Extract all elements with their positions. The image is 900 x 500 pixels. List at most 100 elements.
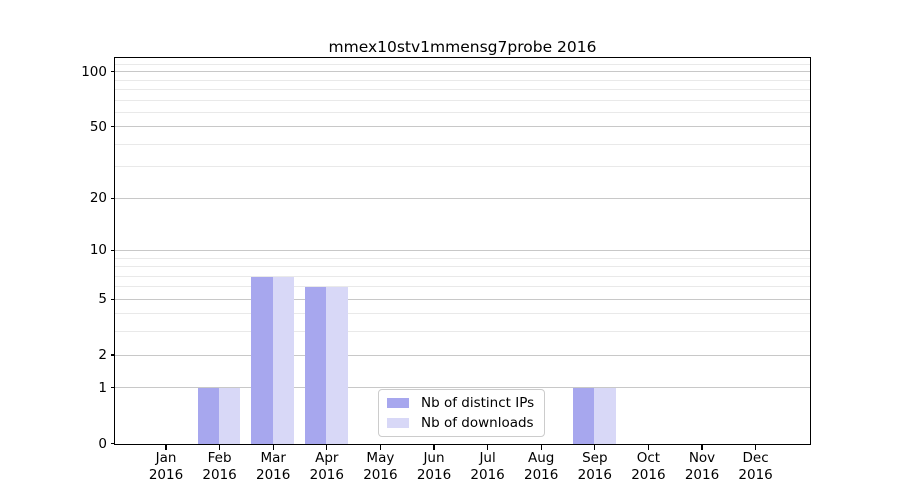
x-tick-month: Mar xyxy=(260,450,286,466)
y-tick-label: 1 xyxy=(98,379,107,396)
legend-label: Nb of distinct IPs xyxy=(421,395,535,411)
bar-nb-of-distinct-ips-apr xyxy=(304,287,327,444)
y-tick-mark xyxy=(110,126,115,128)
bar-nb-of-downloads-feb xyxy=(219,388,241,444)
x-tick-mark xyxy=(379,445,382,450)
x-tick-year: 2016 xyxy=(148,467,184,483)
x-tick-label: Feb 2016 xyxy=(188,450,252,484)
x-tick-year: 2016 xyxy=(631,467,666,483)
x-tick-month: Oct xyxy=(636,450,661,466)
major-gridline xyxy=(115,126,810,128)
minor-gridline xyxy=(115,331,810,333)
y-tick-mark xyxy=(110,387,115,389)
major-gridline xyxy=(115,387,810,389)
x-tick-mark xyxy=(272,445,274,450)
legend-label: Nb of downloads xyxy=(421,415,534,431)
x-tick-label: Jul 2016 xyxy=(456,450,520,484)
x-tick-year: 2016 xyxy=(738,467,773,483)
minor-gridline xyxy=(115,63,810,65)
y-tick-mark xyxy=(110,298,115,300)
x-tick-mark xyxy=(647,445,650,450)
x-tick-year: 2016 xyxy=(577,467,612,483)
minor-gridline xyxy=(115,266,810,267)
y-tick-label: 10 xyxy=(89,242,107,259)
legend-row: Nb of distinct IPs xyxy=(387,395,536,412)
minor-gridline xyxy=(115,111,810,113)
x-tick-month: Feb xyxy=(207,450,232,466)
bar-nb-of-downloads-sep xyxy=(594,388,616,444)
bar-nb-of-distinct-ips-mar xyxy=(251,276,273,444)
x-tick-year: 2016 xyxy=(256,467,291,483)
x-tick-month: Jun xyxy=(423,450,445,466)
bar-nb-of-downloads-mar xyxy=(272,276,295,444)
y-tick-mark xyxy=(110,71,115,73)
x-tick-month: Jan xyxy=(155,450,177,466)
minor-gridline xyxy=(115,89,810,90)
y-tick-label: 100 xyxy=(81,63,107,80)
y-tick-label: 5 xyxy=(98,291,107,308)
major-gridline xyxy=(115,354,810,356)
x-tick-mark xyxy=(486,445,489,450)
x-tick-label: May 2016 xyxy=(348,450,412,484)
x-tick-month: Apr xyxy=(315,450,339,466)
legend-row: Nb of downloads xyxy=(387,415,536,432)
legend-swatch xyxy=(387,398,409,408)
x-tick-year: 2016 xyxy=(684,467,720,483)
x-tick-mark xyxy=(754,445,757,450)
x-tick-mark xyxy=(218,445,221,450)
minor-gridline xyxy=(115,143,810,145)
minor-gridline xyxy=(115,79,810,81)
x-tick-month: Sep xyxy=(582,450,608,466)
legend: Nb of distinct IPs Nb of downloads xyxy=(378,389,545,437)
y-tick-mark xyxy=(110,249,115,251)
x-tick-mark xyxy=(540,445,542,450)
legend-swatch xyxy=(387,418,409,428)
x-tick-year: 2016 xyxy=(524,467,559,483)
x-tick-label: Apr 2016 xyxy=(295,450,359,484)
x-tick-mark xyxy=(165,445,167,450)
x-tick-label: Oct 2016 xyxy=(616,450,680,484)
x-tick-label: Mar 2016 xyxy=(241,450,305,484)
minor-gridline xyxy=(115,99,810,101)
x-tick-label: Jan 2016 xyxy=(134,450,198,484)
minor-gridline xyxy=(115,166,810,168)
x-tick-label: Dec 2016 xyxy=(724,450,788,484)
y-tick-mark xyxy=(110,442,115,445)
x-tick-year: 2016 xyxy=(470,467,505,483)
major-gridline xyxy=(115,298,810,300)
y-tick-label: 50 xyxy=(89,118,107,135)
minor-gridline xyxy=(115,257,810,259)
x-tick-month: Dec xyxy=(742,450,769,466)
major-gridline xyxy=(115,71,810,73)
minor-gridline xyxy=(115,286,810,288)
y-tick-mark xyxy=(110,354,115,356)
x-tick-mark xyxy=(701,445,703,450)
x-tick-month: May xyxy=(366,450,395,466)
x-tick-label: Aug 2016 xyxy=(509,450,573,484)
plot-area xyxy=(114,57,811,445)
x-tick-year: 2016 xyxy=(202,467,237,483)
x-tick-year: 2016 xyxy=(363,467,398,483)
bar-nb-of-distinct-ips-sep xyxy=(572,388,595,444)
x-tick-mark xyxy=(594,445,596,450)
chart-title: mmex10stv1mmensg7probe 2016 xyxy=(328,38,597,56)
y-tick-mark xyxy=(110,197,115,199)
y-tick-label: 20 xyxy=(89,190,107,207)
minor-gridline xyxy=(115,313,810,315)
x-tick-label: Sep 2016 xyxy=(563,450,627,484)
major-gridline xyxy=(115,249,810,251)
x-tick-month: Aug xyxy=(528,450,555,466)
bar-nb-of-downloads-apr xyxy=(326,287,348,444)
x-tick-month: Jul xyxy=(479,450,496,466)
x-tick-label: Nov 2016 xyxy=(670,450,734,484)
x-tick-mark xyxy=(433,445,435,450)
major-gridline xyxy=(115,197,810,199)
minor-gridline xyxy=(115,275,810,277)
bar-nb-of-distinct-ips-feb xyxy=(197,388,220,444)
x-tick-mark xyxy=(326,445,328,450)
x-tick-label: Jun 2016 xyxy=(402,450,466,484)
y-tick-label: 2 xyxy=(98,347,107,363)
x-tick-month: Nov xyxy=(688,450,716,466)
x-tick-year: 2016 xyxy=(309,467,344,483)
